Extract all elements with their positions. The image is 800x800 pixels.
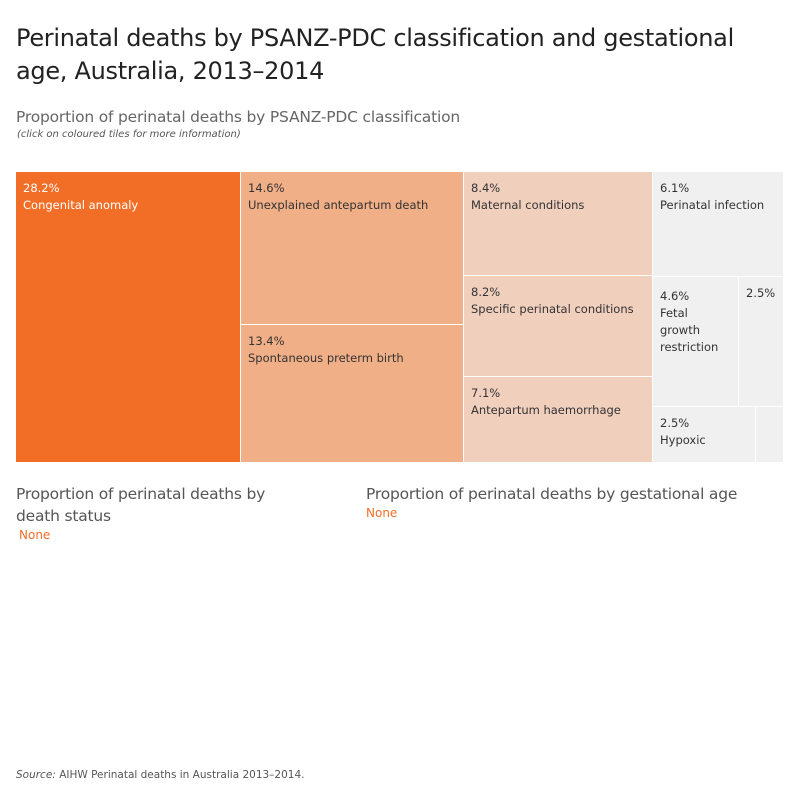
tile-percent: 28.2% — [23, 181, 60, 195]
tile-congenital-anomaly[interactable]: 28.2% Congenital anomaly — [16, 172, 241, 463]
tile-maternal-conditions[interactable]: 8.4% Maternal conditions — [464, 172, 653, 276]
classification-treemap: 28.2% Congenital anomaly 14.6% Unexplain… — [16, 172, 784, 463]
tile-percent: 2.5% — [660, 416, 690, 430]
tile-percent: 2.5% — [746, 286, 776, 300]
tile-percent: 7.1% — [471, 386, 501, 400]
tile-percent: 14.6% — [248, 181, 285, 195]
tile-hypoxic[interactable]: 2.5% Hypoxic — [653, 407, 756, 463]
tile-percent: 6.1% — [660, 181, 690, 195]
tile-label: Hypoxic — [660, 433, 706, 447]
tile-percent: 8.4% — [471, 181, 501, 195]
source-text: AIHW Perinatal deaths in Australia 2013–… — [59, 769, 305, 781]
tile-label: Congenital anomaly — [23, 198, 139, 212]
tile-percent: 13.4% — [248, 334, 285, 348]
tile-spontaneous-preterm-birth[interactable]: 13.4% Spontaneous preterm birth — [241, 325, 464, 463]
tile-label: Perinatal infection — [660, 198, 765, 212]
tile-small-other[interactable] — [756, 407, 784, 463]
tile-unexplained-antepartum-death[interactable]: 14.6% Unexplained antepartum death — [241, 172, 464, 325]
tile-specific-perinatal-conditions[interactable]: 8.2% Specific perinatal conditions — [464, 276, 653, 377]
tile-percent: 8.2% — [471, 285, 501, 299]
tile-percent: 4.6% — [660, 289, 690, 303]
gestational-age-value: None — [366, 506, 398, 520]
source-label: Source: — [16, 769, 56, 781]
death-status-title: Proportion of perinatal deaths by death … — [16, 485, 266, 525]
treemap-note: (click on coloured tiles for more inform… — [17, 129, 241, 140]
tile-perinatal-infection[interactable]: 6.1% Perinatal infection — [653, 172, 784, 277]
tile-label: Unexplained antepartum death — [248, 198, 429, 212]
source-note: Source: AIHW Perinatal deaths in Austral… — [16, 769, 305, 781]
page-title: Perinatal deaths by PSANZ-PDC classifica… — [16, 24, 734, 85]
tile-fetal-growth-restriction[interactable]: 4.6% Fetal growth restriction — [653, 277, 739, 407]
tile-label: Fetal growth restriction — [660, 306, 719, 354]
tile-label: Antepartum haemorrhage — [471, 403, 621, 417]
tile-label: Maternal conditions — [471, 198, 585, 212]
gestational-age-title: Proportion of perinatal deaths by gestat… — [366, 485, 738, 503]
death-status-value: None — [19, 528, 51, 542]
tile-unlabelled-2-5[interactable]: 2.5% — [739, 277, 784, 407]
tile-antepartum-haemorrhage[interactable]: 7.1% Antepartum haemorrhage — [464, 377, 653, 463]
tile-label: Specific perinatal conditions — [471, 302, 634, 316]
treemap-subtitle: Proportion of perinatal deaths by PSANZ-… — [16, 108, 460, 126]
tile-label: Spontaneous preterm birth — [248, 351, 404, 365]
